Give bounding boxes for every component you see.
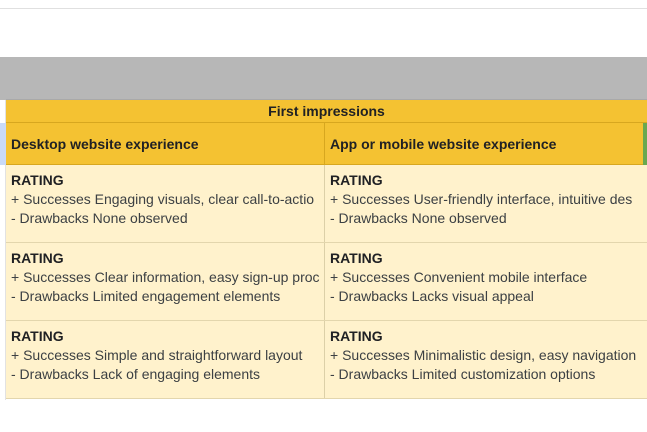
rating-label: RATING	[330, 327, 643, 346]
header-row: Desktop website experience App or mobile…	[6, 123, 647, 165]
rating-label: RATING	[11, 327, 324, 346]
rating-label: RATING	[330, 249, 643, 268]
drawbacks-text: - Drawbacks Lacks visual appeal	[330, 287, 643, 306]
successes-text: + Successes User-friendly interface, int…	[330, 190, 643, 209]
successes-text: + Successes Engaging visuals, clear call…	[11, 190, 324, 209]
adjacent-column-edge	[643, 123, 647, 165]
first-impressions-title-cell[interactable]: First impressions	[6, 100, 647, 123]
rating-label: RATING	[11, 171, 324, 190]
empty-area-below-table	[0, 400, 647, 432]
spreadsheet-grid: First impressions Desktop website experi…	[0, 57, 647, 400]
drawbacks-text: - Drawbacks Limited customization option…	[330, 365, 643, 384]
header-mobile-cell[interactable]: App or mobile website experience	[325, 123, 643, 165]
desktop-cell[interactable]: RATING + Successes Engaging visuals, cle…	[6, 165, 325, 242]
table-row: RATING + Successes Engaging visuals, cle…	[6, 165, 647, 243]
desktop-cell[interactable]: RATING + Successes Simple and straightfo…	[6, 321, 325, 398]
successes-text: + Successes Clear information, easy sign…	[11, 268, 324, 287]
successes-text: + Successes Minimalistic design, easy na…	[330, 346, 643, 365]
rating-label: RATING	[11, 249, 324, 268]
grey-merged-row[interactable]	[6, 57, 647, 100]
table-row: RATING + Successes Simple and straightfo…	[6, 321, 647, 399]
mobile-cell[interactable]: RATING + Successes Minimalistic design, …	[325, 321, 643, 398]
drawbacks-text: - Drawbacks Limited engagement elements	[11, 287, 324, 306]
header-desktop-cell[interactable]: Desktop website experience	[6, 123, 325, 165]
drawbacks-text: - Drawbacks None observed	[330, 209, 643, 228]
drawbacks-text: - Drawbacks Lack of engaging elements	[11, 365, 324, 384]
successes-text: + Successes Simple and straightforward l…	[11, 346, 324, 365]
drawbacks-text: - Drawbacks None observed	[11, 209, 324, 228]
rating-label: RATING	[330, 171, 643, 190]
table-row: RATING + Successes Clear information, ea…	[6, 243, 647, 321]
mobile-cell[interactable]: RATING + Successes Convenient mobile int…	[325, 243, 643, 320]
mobile-cell[interactable]: RATING + Successes User-friendly interfa…	[325, 165, 643, 242]
successes-text: + Successes Convenient mobile interface	[330, 268, 643, 287]
table-title: First impressions	[268, 103, 385, 119]
desktop-cell[interactable]: RATING + Successes Clear information, ea…	[6, 243, 325, 320]
toolbar-divider	[0, 8, 647, 9]
